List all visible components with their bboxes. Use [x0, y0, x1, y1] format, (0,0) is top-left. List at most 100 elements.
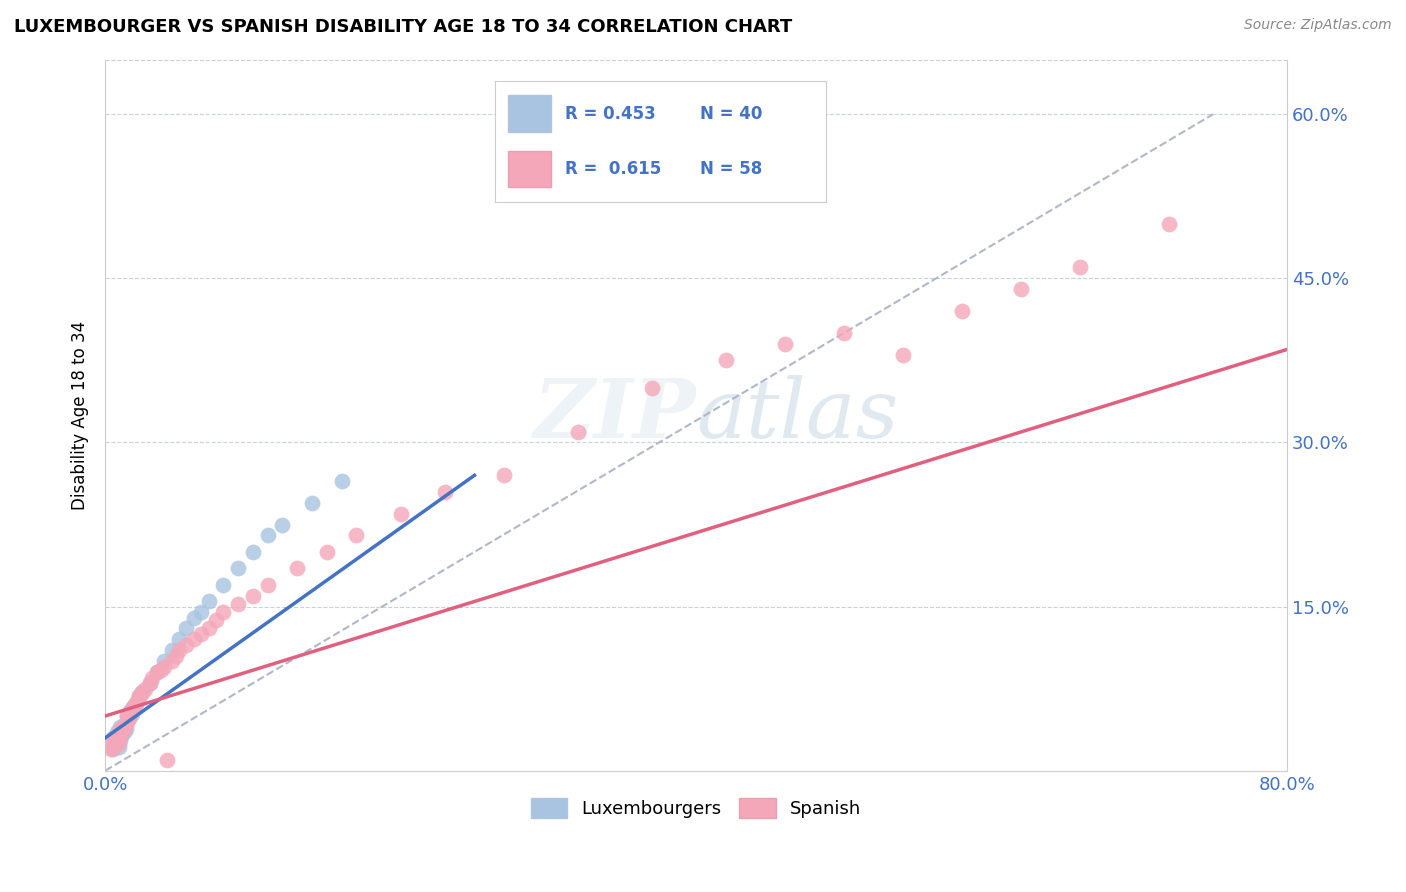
- Point: [167, 632, 190, 647]
- Point: [100, 741, 122, 756]
- Point: [242, 589, 264, 603]
- Point: [115, 717, 138, 731]
- Point: [131, 685, 153, 699]
- Point: [117, 714, 139, 729]
- Point: [153, 654, 176, 668]
- Point: [205, 613, 228, 627]
- Point: [118, 711, 141, 725]
- Point: [156, 753, 179, 767]
- Point: [104, 736, 127, 750]
- Point: [131, 685, 153, 699]
- Text: ZIP: ZIP: [533, 376, 696, 455]
- Point: [226, 598, 249, 612]
- Point: [256, 578, 278, 592]
- Point: [183, 632, 205, 647]
- Point: [125, 696, 148, 710]
- Point: [160, 643, 183, 657]
- Point: [101, 731, 124, 745]
- Point: [117, 709, 139, 723]
- Point: [567, 425, 589, 439]
- Point: [301, 496, 323, 510]
- Point: [108, 733, 131, 747]
- Point: [134, 681, 156, 696]
- Point: [105, 725, 128, 739]
- Point: [107, 739, 129, 754]
- Point: [146, 665, 169, 680]
- Point: [153, 659, 176, 673]
- Point: [389, 507, 412, 521]
- Point: [112, 722, 135, 736]
- Legend: Luxembourgers, Spanish: Luxembourgers, Spanish: [523, 790, 869, 826]
- Point: [176, 622, 198, 636]
- Point: [121, 706, 143, 721]
- Point: [122, 700, 145, 714]
- Text: atlas: atlas: [696, 376, 898, 455]
- Point: [112, 725, 135, 739]
- Point: [108, 720, 131, 734]
- Point: [183, 610, 205, 624]
- Point: [1069, 260, 1091, 275]
- Point: [197, 622, 219, 636]
- Point: [121, 704, 143, 718]
- Point: [125, 696, 148, 710]
- Point: [492, 468, 515, 483]
- Point: [330, 474, 353, 488]
- Point: [190, 627, 212, 641]
- Point: [773, 337, 796, 351]
- Point: [141, 671, 163, 685]
- Point: [256, 528, 278, 542]
- Point: [110, 725, 132, 739]
- Point: [101, 736, 124, 750]
- Point: [115, 722, 138, 736]
- Point: [242, 545, 264, 559]
- Point: [117, 709, 139, 723]
- Point: [127, 692, 149, 706]
- Point: [120, 704, 142, 718]
- Point: [101, 741, 124, 756]
- Point: [641, 381, 664, 395]
- Point: [891, 348, 914, 362]
- Y-axis label: Disability Age 18 to 34: Disability Age 18 to 34: [72, 320, 89, 509]
- Point: [315, 545, 337, 559]
- Point: [117, 714, 139, 729]
- Point: [107, 736, 129, 750]
- Point: [120, 706, 142, 721]
- Point: [138, 676, 160, 690]
- Point: [344, 528, 367, 542]
- Point: [167, 643, 190, 657]
- Point: [271, 517, 294, 532]
- Point: [129, 687, 152, 701]
- Point: [150, 663, 173, 677]
- Point: [103, 739, 125, 754]
- Point: [124, 698, 146, 712]
- Point: [124, 698, 146, 712]
- Point: [285, 561, 308, 575]
- Point: [160, 654, 183, 668]
- Point: [108, 729, 131, 743]
- Point: [950, 304, 973, 318]
- Point: [112, 717, 135, 731]
- Text: Source: ZipAtlas.com: Source: ZipAtlas.com: [1244, 18, 1392, 32]
- Point: [104, 733, 127, 747]
- Point: [433, 484, 456, 499]
- Point: [714, 353, 737, 368]
- Point: [190, 605, 212, 619]
- Point: [212, 578, 235, 592]
- Point: [176, 638, 198, 652]
- Point: [832, 326, 855, 340]
- Point: [122, 700, 145, 714]
- Point: [212, 605, 235, 619]
- Point: [146, 665, 169, 680]
- Point: [128, 690, 150, 704]
- Point: [138, 676, 160, 690]
- Point: [1157, 217, 1180, 231]
- Point: [108, 722, 131, 736]
- Point: [111, 722, 134, 736]
- Point: [111, 720, 134, 734]
- Point: [127, 692, 149, 706]
- Point: [105, 731, 128, 745]
- Point: [1010, 282, 1032, 296]
- Point: [165, 648, 187, 663]
- Point: [128, 690, 150, 704]
- Point: [226, 561, 249, 575]
